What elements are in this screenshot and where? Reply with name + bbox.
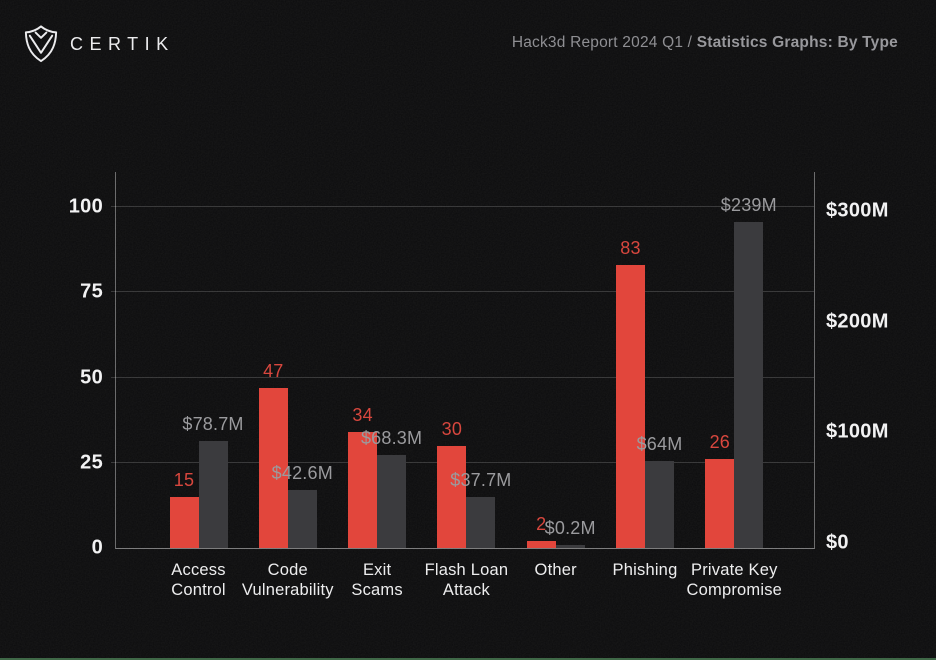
gridline-75 — [111, 291, 814, 293]
loss-amount-bar — [198, 440, 228, 548]
incident-count-label: 15 — [173, 469, 195, 490]
right-axis-tick: $100M — [826, 420, 889, 443]
loss-amount-bar — [377, 454, 407, 548]
certik-shield-icon — [24, 25, 58, 63]
loss-amount-bar — [645, 460, 674, 548]
certik-wordmark: CERTIK — [70, 33, 175, 54]
loss-amount-label: $37.7M — [450, 469, 512, 490]
category-label: Private Key Compromise — [686, 561, 783, 599]
left-axis-tick: 0 — [91, 536, 103, 559]
right-axis-tick: $300M — [826, 199, 889, 222]
loss-amount-label: $42.6M — [271, 462, 333, 483]
incident-count-label: 34 — [352, 405, 373, 426]
incident-count-bar — [705, 459, 735, 548]
incident-count-bar — [258, 387, 288, 548]
category-label: Code Vulnerability — [241, 561, 334, 599]
category-label: Exit Scams — [351, 561, 403, 599]
loss-amount-label: $239M — [720, 195, 777, 216]
category-label: Other — [534, 561, 577, 579]
page-title-section-name: Statistics Graphs: By Type — [696, 34, 898, 51]
loss-amount-label: $68.3M — [360, 427, 423, 448]
incident-count-label: 2 — [536, 514, 547, 535]
left-axis-tick: 100 — [68, 195, 103, 218]
incident-count-bar — [437, 445, 467, 548]
left-axis-tick: 25 — [80, 451, 103, 474]
loss-amount-bar — [555, 545, 585, 548]
category-label: Access Control — [171, 561, 226, 599]
incident-count-bar — [526, 541, 556, 548]
bar-chart-plot-area: 0 25 50 75 100 $0 $100M $200M $300M 15 $78.7M Acces… — [69, 172, 888, 599]
loss-amount-label: $78.7M — [182, 413, 244, 434]
left-axis-tick: 50 — [80, 366, 103, 388]
loss-amount-bar — [466, 496, 496, 548]
incident-count-bar — [616, 265, 645, 548]
bottom-accent-line — [0, 658, 936, 660]
loss-amount-bar — [734, 222, 764, 548]
incident-count-bar — [348, 432, 378, 548]
incident-count-label: 47 — [263, 360, 284, 381]
loss-amount-label: $64M — [636, 433, 683, 454]
left-axis-tick: 75 — [80, 280, 103, 303]
incident-count-label: 26 — [709, 432, 731, 453]
category-label: Flash Loan Attack — [424, 561, 509, 599]
incident-count-bar — [169, 496, 199, 548]
gridline-50 — [111, 376, 814, 378]
right-axis-tick: $0 — [826, 531, 849, 554]
right-axis-tick: $200M — [826, 310, 889, 333]
incident-count-label: 30 — [441, 418, 463, 439]
category-label: Phishing — [612, 561, 678, 579]
loss-amount-label: $0.2M — [544, 518, 596, 538]
page-title-report-name: Hack3d Report 2024 Q1 / — [511, 34, 697, 51]
loss-amount-bar — [287, 489, 317, 548]
page-title: Hack3d Report 2024 Q1 / Statistics Graph… — [512, 34, 898, 52]
incident-count-label: 83 — [620, 237, 641, 258]
certik-logo: CERTIK — [22, 24, 175, 64]
gridline-100 — [111, 206, 814, 207]
